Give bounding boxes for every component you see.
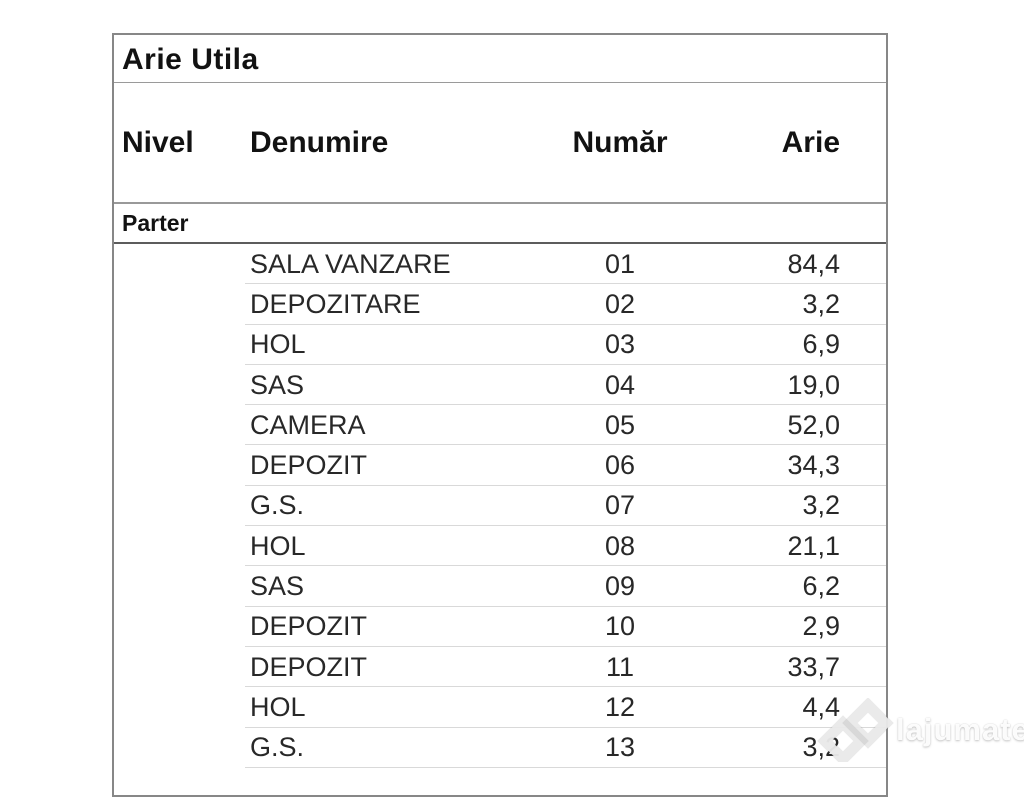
table-body: SALA VANZARE 01 84,4 DEPOZITARE 02 3,2 H…	[114, 244, 886, 769]
cell-arie: 6,2	[802, 571, 840, 602]
cell-denumire: HOL	[250, 329, 306, 360]
column-header-numar: Număr	[572, 125, 668, 159]
cell-denumire: CAMERA	[250, 409, 366, 440]
section-row-parter: Parter	[114, 204, 886, 244]
watermark-brand: lajumate	[896, 712, 1024, 747]
watermark-text: lajumate.ro	[896, 712, 1024, 748]
cell-denumire: HOL	[250, 530, 306, 561]
table-title: Arie Utila	[114, 35, 886, 83]
cell-denumire: G.S.	[250, 490, 305, 521]
table-row: DEPOZIT 06 34,3	[114, 445, 886, 487]
column-header-arie: Arie	[781, 125, 840, 159]
cell-denumire: DEPOZITARE	[250, 288, 421, 319]
cell-numar: 01	[604, 248, 636, 279]
cell-denumire: DEPOZIT	[250, 450, 368, 481]
cell-arie: 2,9	[802, 611, 840, 642]
table-row: HOL 03 6,9	[114, 325, 886, 366]
cell-denumire: G.S.	[250, 732, 305, 763]
table-row: SAS 04 19,0	[114, 365, 886, 406]
cell-numar: 10	[604, 611, 636, 642]
cell-denumire: HOL	[250, 691, 306, 722]
table-row: DEPOZIT 10 2,9	[114, 607, 886, 648]
table-row: CAMERA 05 52,0	[114, 405, 886, 446]
cell-numar: 03	[604, 329, 636, 360]
cell-denumire: SALA VANZARE	[250, 248, 451, 279]
cell-denumire: SAS	[250, 571, 305, 602]
cell-arie: 52,0	[787, 409, 840, 440]
cell-arie: 21,1	[787, 530, 840, 561]
cell-arie: 34,3	[787, 450, 840, 481]
table-row: HOL 12 4,4	[114, 687, 886, 728]
cell-numar: 13	[604, 732, 636, 763]
table-row: HOL 08 21,1	[114, 526, 886, 567]
table-row: DEPOZITARE 02 3,2	[114, 284, 886, 325]
cell-arie: 4,4	[802, 691, 840, 722]
cell-numar: 09	[604, 571, 636, 602]
table-row: DEPOZIT 11 33,7	[114, 647, 886, 688]
cell-numar: 12	[604, 691, 636, 722]
cell-denumire: DEPOZIT	[250, 611, 368, 642]
cell-numar: 08	[604, 530, 636, 561]
column-header-nivel: Nivel	[122, 125, 194, 159]
table-row: G.S. 13 3,2	[114, 728, 886, 769]
cell-arie: 33,7	[787, 651, 840, 682]
cell-arie: 84,4	[787, 248, 840, 279]
column-header-denumire: Denumire	[250, 125, 389, 159]
cell-numar: 06	[604, 450, 636, 481]
cell-arie: 6,9	[802, 329, 840, 360]
cell-numar: 05	[604, 409, 636, 440]
cell-numar: 07	[604, 490, 636, 521]
cell-arie: 3,2	[802, 288, 840, 319]
table-row: SALA VANZARE 01 84,4	[114, 244, 886, 285]
cell-numar: 02	[604, 288, 636, 319]
table-row: G.S. 07 3,2	[114, 486, 886, 527]
arie-utila-table: Arie Utila Nivel Denumire Număr Arie Par…	[112, 33, 888, 797]
cell-arie: 3,2	[802, 490, 840, 521]
cell-numar: 04	[604, 369, 636, 400]
cell-arie: 19,0	[787, 369, 840, 400]
cell-denumire: SAS	[250, 369, 305, 400]
table-header: Nivel Denumire Număr Arie	[114, 83, 886, 204]
cell-numar: 11	[605, 651, 635, 682]
table-row: SAS 09 6,2	[114, 566, 886, 607]
cell-denumire: DEPOZIT	[250, 651, 368, 682]
cell-arie: 3,2	[802, 732, 840, 763]
